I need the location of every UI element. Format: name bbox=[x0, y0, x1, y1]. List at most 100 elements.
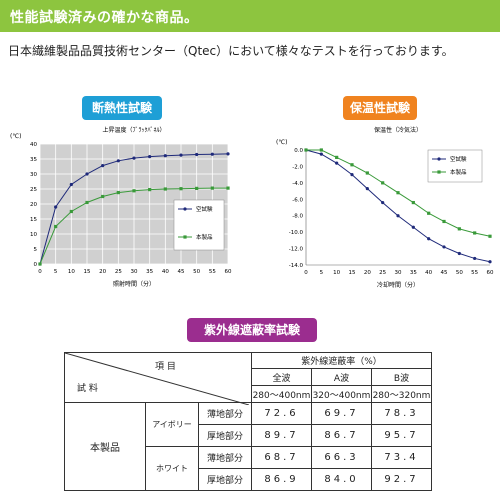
value-cell: 92.7 bbox=[371, 468, 432, 491]
y-tick-label: 0 bbox=[34, 262, 38, 268]
warmth-chart-svg: 保温性（冷気法） (℃) 冷却時間（分） 0.0 -2.0 -4.0 -6.0 -8.0 -10… bbox=[276, 126, 494, 289]
data-point bbox=[163, 154, 167, 158]
chart-title: 上昇温度（ﾌﾞﾗｯｸﾊﾟﾈﾙ） bbox=[102, 126, 165, 134]
value-cell: 73.4 bbox=[371, 446, 432, 469]
chart-title: 保温性（冷気法） bbox=[374, 126, 422, 134]
data-point bbox=[350, 173, 354, 177]
part-cell: 厚地部分 bbox=[198, 468, 252, 491]
warmth-chart: 保温性（冷気法） (℃) 冷却時間（分） 0.0 -2.0 -4.0 -6.0 -8.0 -10… bbox=[262, 124, 498, 294]
y-tick-label: -14.0 bbox=[289, 263, 304, 269]
x-tick-label: 20 bbox=[99, 269, 106, 275]
data-point bbox=[116, 159, 120, 163]
data-point bbox=[335, 161, 339, 165]
x-tick-label: 55 bbox=[471, 270, 478, 276]
uv-test-badge: 紫外線遮蔽率試験 bbox=[187, 318, 317, 342]
header-corner: 項 目 試 料 bbox=[64, 352, 252, 405]
col-range-a: 320～400nm bbox=[311, 385, 372, 403]
col-header-b: B波 bbox=[371, 368, 432, 386]
data-point bbox=[381, 200, 385, 205]
data-point bbox=[411, 225, 415, 229]
x-tick-label: 55 bbox=[209, 269, 216, 275]
table-row: 厚地部分 89.7 86.7 95.7 bbox=[65, 424, 432, 447]
part-cell: 薄地部分 bbox=[198, 402, 252, 425]
x-tick-label: 10 bbox=[68, 269, 75, 275]
y-tick-label: 10 bbox=[30, 232, 37, 238]
part-cell: 厚地部分 bbox=[198, 424, 252, 447]
data-point bbox=[335, 155, 339, 159]
legend-box bbox=[173, 199, 225, 251]
legend-label: 本製品 bbox=[196, 233, 213, 241]
banner-title: 性能試験済みの確かな商品。 bbox=[10, 10, 199, 26]
y-tick-label: -6.0 bbox=[292, 197, 303, 203]
value-cell: 72.6 bbox=[251, 402, 312, 425]
y-axis-unit: (℃) bbox=[276, 139, 287, 146]
insulation-chart: 上昇温度（ﾌﾞﾗｯｸﾊﾟﾈﾙ） (℃) 照射時間（分） 0 5 10 15 20 25 30 35 4… bbox=[2, 124, 242, 294]
data-point bbox=[473, 231, 477, 235]
data-point bbox=[427, 211, 431, 215]
x-tick-label: 15 bbox=[84, 269, 91, 275]
product-cell: 本製品 bbox=[64, 402, 146, 491]
x-tick-label: 25 bbox=[379, 270, 386, 276]
col-range-full: 280～400nm bbox=[251, 385, 312, 403]
legend-label: 本製品 bbox=[450, 168, 467, 176]
uv-group-header: 紫外線遮蔽率（%） bbox=[251, 352, 432, 369]
x-tick-label: 20 bbox=[364, 270, 371, 276]
x-axis-label: 冷却時間（分） bbox=[377, 281, 419, 289]
legend-label: 空試験 bbox=[196, 205, 213, 213]
data-point bbox=[396, 214, 400, 218]
legend-marker bbox=[183, 235, 187, 239]
data-point bbox=[473, 256, 477, 261]
data-point bbox=[179, 187, 183, 191]
data-point bbox=[350, 163, 354, 167]
data-point bbox=[116, 191, 120, 195]
x-tick-label: 60 bbox=[487, 270, 494, 276]
data-point bbox=[54, 205, 58, 209]
x-tick-label: 5 bbox=[54, 269, 58, 275]
col-header-a: A波 bbox=[311, 368, 372, 386]
data-point bbox=[411, 200, 415, 205]
y-tick-label: -4.0 bbox=[292, 181, 303, 187]
legend-label: 空試験 bbox=[450, 155, 467, 163]
value-cell: 95.7 bbox=[371, 424, 432, 447]
y-tick-label: 30 bbox=[30, 172, 37, 178]
data-point bbox=[396, 191, 400, 195]
y-tick-label: -10.0 bbox=[289, 230, 304, 236]
y-tick-label: 35 bbox=[30, 157, 37, 163]
y-axis-unit: (℃) bbox=[10, 133, 21, 140]
part-cell: 薄地部分 bbox=[198, 446, 252, 469]
y-tick-label: -8.0 bbox=[292, 214, 303, 220]
x-tick-label: 30 bbox=[395, 270, 402, 276]
value-cell: 78.3 bbox=[371, 402, 432, 425]
x-tick-label: 35 bbox=[410, 270, 417, 276]
x-tick-label: 40 bbox=[425, 270, 432, 276]
x-tick-label: 50 bbox=[456, 270, 463, 276]
x-tick-label: 50 bbox=[193, 269, 200, 275]
data-point bbox=[319, 148, 323, 152]
warmth-test-badge: 保温性試験 bbox=[343, 96, 417, 120]
table-row: ホワイト 薄地部分 68.7 66.3 73.4 bbox=[65, 446, 432, 491]
data-point bbox=[195, 152, 199, 157]
x-tick-label: 40 bbox=[162, 269, 169, 275]
y-tick-label: 40 bbox=[30, 142, 37, 148]
value-cell: 89.7 bbox=[251, 424, 312, 447]
data-point bbox=[226, 152, 230, 156]
y-tick-label: 20 bbox=[30, 202, 37, 208]
intro-text: 日本繊維製品品質技術センター（Qtec）において様々なテストを行っております。 bbox=[8, 44, 454, 58]
data-point bbox=[132, 156, 136, 160]
legend-marker bbox=[437, 170, 441, 174]
data-point bbox=[381, 181, 385, 185]
x-tick-label: 0 bbox=[304, 270, 308, 276]
x-tick-label: 60 bbox=[225, 269, 232, 275]
x-tick-label: 30 bbox=[131, 269, 138, 275]
data-point bbox=[442, 245, 446, 249]
value-cell: 66.3 bbox=[311, 446, 372, 469]
col-range-b: 280～320nm bbox=[371, 385, 432, 403]
data-point bbox=[319, 152, 323, 156]
value-cell: 69.7 bbox=[311, 402, 372, 425]
data-point bbox=[195, 186, 199, 190]
x-tick-label: 5 bbox=[320, 270, 324, 276]
data-point bbox=[427, 237, 431, 241]
x-tick-label: 0 bbox=[38, 269, 42, 275]
x-tick-label: 10 bbox=[333, 270, 340, 276]
data-point bbox=[85, 172, 89, 176]
